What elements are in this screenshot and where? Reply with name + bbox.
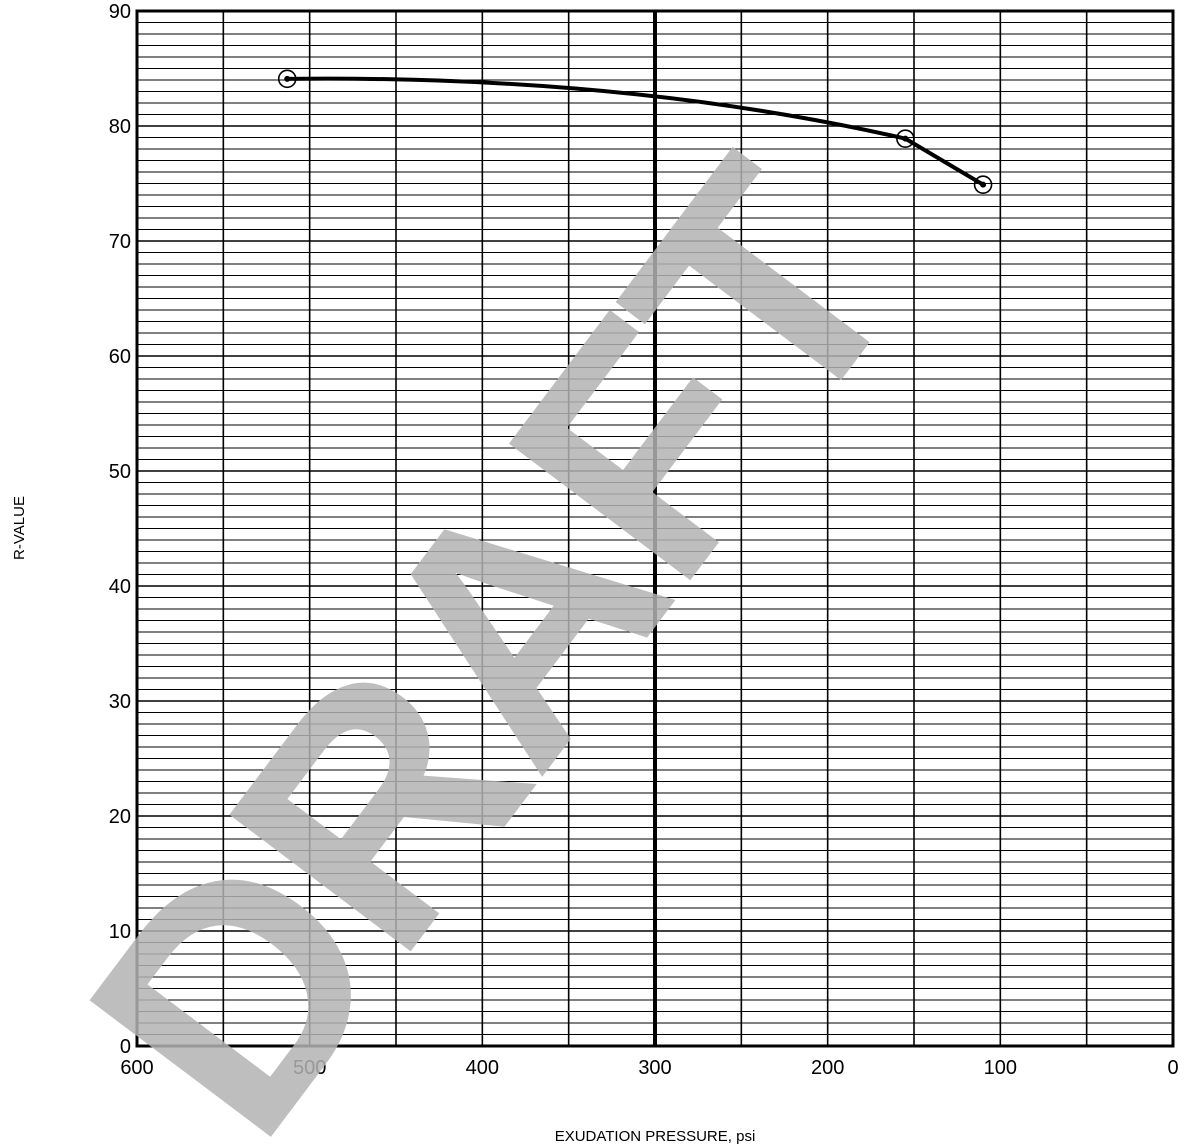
y-tick-label: 50 — [109, 461, 131, 483]
data-point-ring — [973, 175, 993, 194]
x-tick-label: 300 — [638, 1057, 671, 1079]
x-tick-label: 400 — [466, 1057, 499, 1079]
plot-frame — [135, 9, 1175, 1048]
data-point-ring — [896, 129, 915, 148]
y-tick-label: 70 — [109, 231, 131, 253]
data-point — [973, 175, 993, 194]
y-tick-labels: 0 10 20 30 40 50 60 70 80 90 — [109, 1, 131, 1058]
y-tick-label: 80 — [109, 116, 131, 138]
y-tick-label: 40 — [109, 576, 131, 598]
x-tick-label: 100 — [984, 1057, 1017, 1079]
x-tick-labels: 600 500 400 300 200 100 0 — [120, 1057, 1178, 1079]
y-tick-label: 20 — [109, 806, 131, 828]
x-tick-label: 0 — [1167, 1057, 1178, 1079]
series-layer — [277, 69, 993, 194]
x-tick-label: 200 — [811, 1057, 844, 1079]
y-tick-label: 0 — [120, 1036, 131, 1058]
data-point-dot — [284, 75, 291, 82]
y-tick-label: 10 — [109, 921, 131, 943]
series-line — [287, 76, 985, 187]
y-tick-label: 30 — [109, 691, 131, 713]
data-point — [277, 69, 297, 89]
x-tick-label: 500 — [293, 1057, 326, 1079]
y-tick-label: 90 — [109, 1, 131, 23]
x-axis-title: EXUDATION PRESSURE, psi — [555, 1128, 756, 1145]
x-tick-label: 600 — [120, 1057, 153, 1079]
data-point — [896, 129, 915, 148]
y-tick-label: 60 — [109, 346, 131, 368]
data-point-ring — [277, 69, 297, 89]
y-axis-title: R-VALUE — [11, 496, 28, 560]
data-point-dot — [902, 135, 909, 142]
data-point-dot — [980, 181, 987, 188]
